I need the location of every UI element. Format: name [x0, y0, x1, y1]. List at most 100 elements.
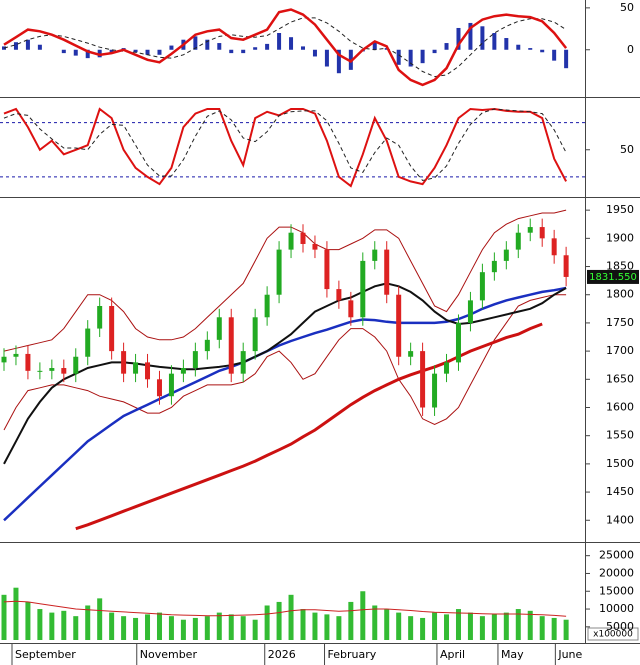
x-tick-label: September — [15, 648, 76, 661]
volume-bar — [503, 612, 509, 640]
candle-body — [467, 300, 473, 323]
candle-body — [49, 368, 55, 371]
histogram-bar — [528, 48, 533, 50]
volume-bar — [312, 612, 318, 640]
histogram-bar — [145, 49, 150, 55]
volume-bar — [360, 591, 366, 640]
histogram-bar — [301, 46, 305, 50]
x-tick-label: June — [557, 648, 582, 661]
candle-body — [240, 351, 246, 374]
histogram-bar — [492, 33, 497, 50]
y-tick-label: 50 — [620, 1, 634, 14]
x-tick-label: February — [328, 648, 377, 661]
histogram-bar — [73, 49, 78, 56]
histogram-bar — [13, 42, 18, 50]
y-tick-label: 1950 — [606, 203, 634, 216]
y-tick-label: 1750 — [606, 316, 634, 329]
y-tick-label: 1550 — [606, 429, 634, 442]
candle-body — [192, 351, 198, 369]
volume-bar — [288, 594, 294, 640]
candle-body — [563, 255, 569, 277]
candle-body — [252, 317, 258, 352]
candle-body — [503, 249, 509, 261]
histogram-bar — [564, 49, 569, 69]
histogram-bar — [336, 49, 341, 74]
candle-body — [479, 272, 485, 301]
line — [3, 294, 567, 431]
volume-bar — [25, 601, 31, 640]
volume-bar — [252, 619, 258, 640]
x-tick-label: May — [501, 648, 524, 661]
candle-body — [109, 306, 115, 352]
line — [3, 8, 568, 87]
volume-bar — [61, 610, 67, 640]
candle-body — [539, 227, 545, 239]
volume-bar — [372, 605, 378, 640]
line — [3, 108, 567, 182]
volume-bar — [156, 612, 162, 640]
volume-bar — [240, 616, 246, 640]
candle-body — [25, 353, 31, 371]
volume-bar — [73, 616, 79, 640]
candle-body — [396, 294, 402, 357]
histogram-bar — [408, 49, 413, 67]
y-tick-label: 20000 — [599, 566, 634, 579]
histogram-bar — [396, 49, 401, 65]
histogram-bar — [241, 49, 246, 54]
y-tick-label: 1850 — [606, 260, 634, 273]
volume-bar — [1, 594, 7, 640]
candle-body — [37, 370, 43, 372]
histogram-bar — [432, 49, 437, 54]
volume-bar — [216, 612, 222, 640]
volume-bar — [192, 617, 198, 640]
y-tick-label: 50 — [620, 143, 634, 156]
volume-bar — [384, 609, 390, 640]
candle-body — [312, 243, 318, 250]
unit-label: x100000 — [593, 630, 633, 640]
candle-body — [491, 260, 497, 273]
volume-bar — [336, 616, 342, 640]
volume-bar — [145, 614, 151, 640]
y-tick-label: 1400 — [606, 513, 634, 526]
histogram-bar — [540, 49, 545, 53]
x-tick-label: 2026 — [268, 648, 296, 661]
candle-body — [288, 232, 294, 250]
volume-bar — [168, 616, 174, 640]
candle-body — [121, 351, 127, 374]
candle-body — [264, 294, 270, 318]
volume-bar — [479, 616, 485, 640]
y-tick-label: 15000 — [599, 584, 634, 597]
histogram-bar — [217, 43, 222, 50]
histogram-bar — [193, 36, 198, 50]
volume-bar — [97, 598, 103, 640]
histogram-bar — [85, 49, 90, 59]
y-tick-label: 1450 — [606, 485, 634, 498]
volume-bar — [420, 617, 426, 640]
line — [3, 600, 567, 617]
volume-bar — [204, 616, 210, 640]
y-tick-label: 1900 — [606, 231, 634, 244]
candle-body — [133, 362, 139, 374]
histogram-bar — [229, 49, 234, 54]
histogram-bar — [444, 43, 449, 50]
y-tick-label: 1600 — [606, 400, 634, 413]
volume-bar — [348, 601, 354, 640]
candle-body — [372, 249, 378, 261]
candle-body — [515, 232, 521, 250]
histogram-bar — [157, 49, 162, 55]
candle-body — [1, 356, 7, 363]
y-tick-label: 0 — [627, 43, 634, 56]
volume-bar — [408, 616, 414, 640]
volume-bar — [491, 614, 497, 640]
candle-body — [384, 249, 390, 295]
candle-body — [85, 328, 91, 357]
price-badge-label: 1831.550 — [589, 272, 637, 283]
volume-bar — [13, 587, 19, 640]
volume-bar — [551, 617, 557, 640]
y-tick-label: 10000 — [599, 602, 634, 615]
volume-bar — [133, 617, 139, 640]
volume-bar — [37, 609, 43, 640]
candle-body — [168, 373, 174, 397]
histogram-bar — [109, 49, 114, 54]
volume-bar — [109, 612, 115, 640]
